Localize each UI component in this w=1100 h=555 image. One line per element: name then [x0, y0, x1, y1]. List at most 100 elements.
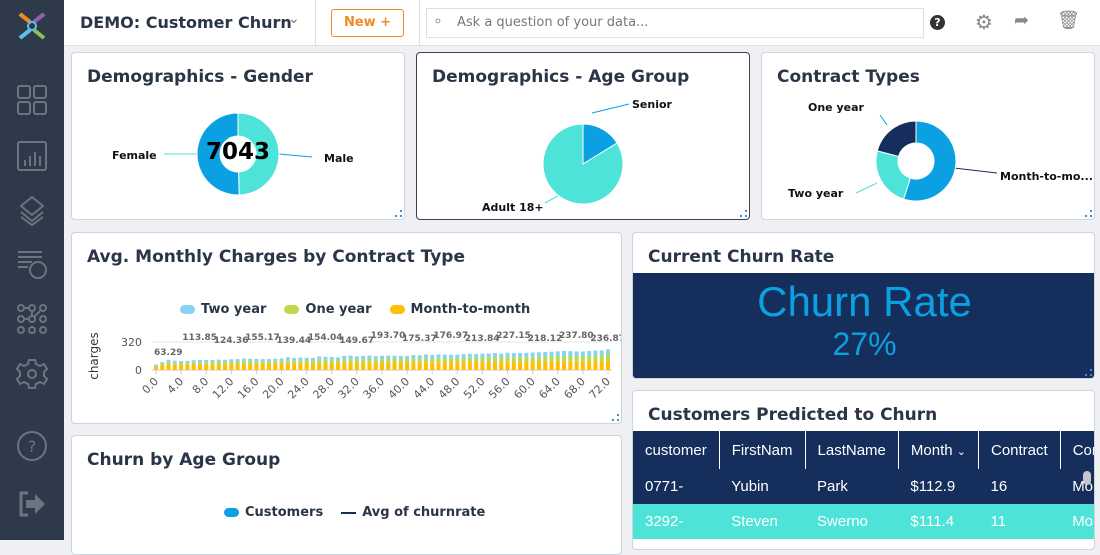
bar-segment[interactable]	[549, 351, 554, 357]
bar-segment[interactable]	[323, 359, 328, 364]
bar-segment[interactable]	[518, 356, 523, 363]
bar-segment[interactable]	[524, 356, 529, 363]
bar-segment[interactable]	[486, 362, 491, 370]
bar-segment[interactable]	[373, 363, 378, 370]
column-header[interactable]: Contract	[1060, 431, 1094, 469]
bar-segment[interactable]	[562, 351, 567, 356]
bar-segment[interactable]	[254, 361, 259, 364]
bar-segment[interactable]	[160, 365, 165, 370]
bar-segment[interactable]	[216, 361, 221, 365]
bar-segment[interactable]	[304, 360, 309, 364]
bar-segment[interactable]	[398, 363, 403, 370]
dashboards-icon[interactable]	[16, 84, 48, 116]
bar-segment[interactable]	[562, 361, 567, 370]
bar-segment[interactable]	[587, 355, 592, 362]
bar-segment[interactable]	[593, 361, 598, 370]
bar-segment[interactable]	[505, 352, 510, 357]
bar-segment[interactable]	[593, 350, 598, 356]
gender-card[interactable]: Demographics - Gender 7043 Female Male	[71, 52, 405, 220]
bar-segment[interactable]	[166, 362, 171, 365]
bar-segment[interactable]	[467, 353, 472, 358]
bar-segment[interactable]	[543, 356, 548, 362]
bar-segment[interactable]	[511, 353, 516, 358]
bar-segment[interactable]	[442, 354, 447, 359]
bar-segment[interactable]	[241, 364, 246, 370]
bar-segment[interactable]	[380, 359, 384, 364]
bar-segment[interactable]	[530, 352, 535, 357]
help-circle-icon[interactable]: ?	[930, 15, 945, 30]
resize-handle[interactable]	[740, 210, 747, 217]
bar-segment[interactable]	[267, 363, 271, 370]
scrollbar[interactable]	[1083, 471, 1091, 485]
bar-segment[interactable]	[599, 355, 604, 362]
bar-segment[interactable]	[461, 362, 466, 370]
bar-segment[interactable]	[323, 363, 328, 370]
bar-segment[interactable]	[292, 363, 297, 370]
bar-segment[interactable]	[505, 362, 510, 370]
bar-segment[interactable]	[172, 364, 177, 370]
bar-segment[interactable]	[229, 361, 234, 365]
bar-segment[interactable]	[210, 359, 215, 363]
bar-segment[interactable]	[455, 362, 460, 370]
bar-segment[interactable]	[467, 357, 472, 363]
bar-segment[interactable]	[279, 363, 284, 370]
bar-segment[interactable]	[191, 360, 196, 363]
bar-segment[interactable]	[154, 364, 158, 366]
bar-segment[interactable]	[461, 357, 466, 363]
bar-segment[interactable]	[248, 364, 253, 370]
bar-segment[interactable]	[543, 352, 548, 357]
bar-segment[interactable]	[423, 358, 428, 363]
bar-segment[interactable]	[455, 358, 460, 363]
bar-segment[interactable]	[298, 363, 303, 370]
bar-segment[interactable]	[254, 358, 259, 362]
bar-segment[interactable]	[599, 350, 604, 356]
bar-segment[interactable]	[436, 358, 441, 363]
charts-icon[interactable]	[16, 140, 48, 172]
bar-segment[interactable]	[405, 362, 410, 370]
pie-slice-month-to-month[interactable]	[902, 120, 957, 202]
bar-segment[interactable]	[549, 361, 554, 370]
bar-segment[interactable]	[543, 361, 548, 370]
bar-segment[interactable]	[172, 360, 177, 363]
column-header[interactable]: customer	[633, 431, 720, 469]
pie-slice-two-year[interactable]	[875, 150, 912, 200]
bar-segment[interactable]	[279, 360, 284, 364]
bar-segment[interactable]	[398, 355, 403, 360]
bar-segment[interactable]	[367, 355, 372, 359]
bar-segment[interactable]	[499, 362, 504, 370]
bar-segment[interactable]	[411, 358, 416, 363]
bar-segment[interactable]	[260, 358, 265, 362]
bar-segment[interactable]	[223, 359, 228, 362]
legend-month-to-month[interactable]: Month-to-month	[389, 302, 530, 317]
bar-segment[interactable]	[273, 361, 278, 364]
bar-segment[interactable]	[160, 362, 165, 364]
bar-segment[interactable]	[210, 364, 215, 370]
bar-segment[interactable]	[185, 362, 190, 365]
bar-segment[interactable]	[530, 362, 535, 370]
bar-segment[interactable]	[273, 363, 278, 370]
bar-segment[interactable]	[329, 359, 334, 364]
resize-handle[interactable]	[612, 414, 619, 421]
bar-segment[interactable]	[254, 363, 259, 370]
bar-segment[interactable]	[442, 362, 447, 370]
bar-segment[interactable]	[310, 360, 315, 364]
bar-segment[interactable]	[292, 358, 297, 361]
bar-segment[interactable]	[285, 360, 290, 364]
bar-segment[interactable]	[430, 358, 435, 363]
ask-question-input[interactable]: ⚬ Ask a question of your data...	[426, 8, 924, 38]
bar-segment[interactable]	[241, 358, 246, 362]
bar-segment[interactable]	[449, 354, 454, 359]
monthly-charges-card[interactable]: Avg. Monthly Charges by Contract Type Tw…	[71, 232, 622, 424]
bar-segment[interactable]	[191, 364, 196, 370]
bar-segment[interactable]	[336, 360, 341, 364]
bar-segment[interactable]	[260, 363, 265, 370]
bar-segment[interactable]	[298, 357, 303, 361]
bar-segment[interactable]	[210, 362, 215, 365]
bar-segment[interactable]	[310, 357, 315, 361]
bar-segment[interactable]	[436, 362, 441, 370]
logout-icon[interactable]	[16, 488, 48, 520]
legend-avg-churnrate[interactable]: Avg of churnrate	[341, 505, 485, 520]
bar-segment[interactable]	[323, 356, 328, 360]
bar-segment[interactable]	[386, 355, 391, 359]
